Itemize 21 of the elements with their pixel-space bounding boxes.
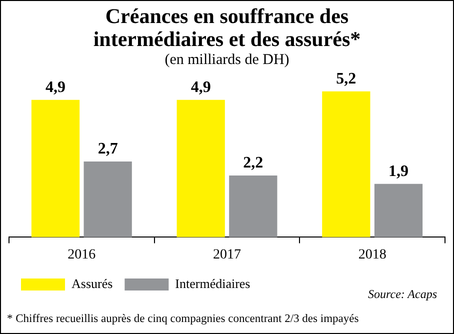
data-label: 2,7 — [98, 140, 118, 158]
bar — [229, 176, 278, 238]
text: * Chiffres recueillis auprès de cinq compagnies concentrant 2/3 des impayés — [7, 313, 359, 325]
x-tick-label: 2017 — [213, 247, 241, 262]
chart-subtitle: (en milliards de DH) — [164, 51, 290, 69]
bar — [322, 91, 370, 238]
bar — [374, 184, 423, 238]
x-tick-label: 2016 — [68, 247, 96, 262]
data-label: 2,2 — [243, 154, 264, 172]
data-label: 5,2 — [336, 70, 356, 88]
bar — [31, 100, 80, 238]
data-label: 1,9 — [388, 163, 408, 180]
data-label: 4,9 — [46, 78, 66, 96]
bar — [84, 162, 132, 238]
x-tick-label: 2018 — [358, 247, 386, 262]
chart-title: Créances en souffrance des intermédiaires et des assurés* — [92, 4, 362, 51]
source-note: Source: Acaps — [368, 287, 437, 302]
legend-label: Intermédiaires — [175, 276, 250, 291]
legend-label: Assurés — [72, 276, 113, 291]
data-label: 4,9 — [190, 78, 211, 96]
bar — [176, 100, 225, 238]
